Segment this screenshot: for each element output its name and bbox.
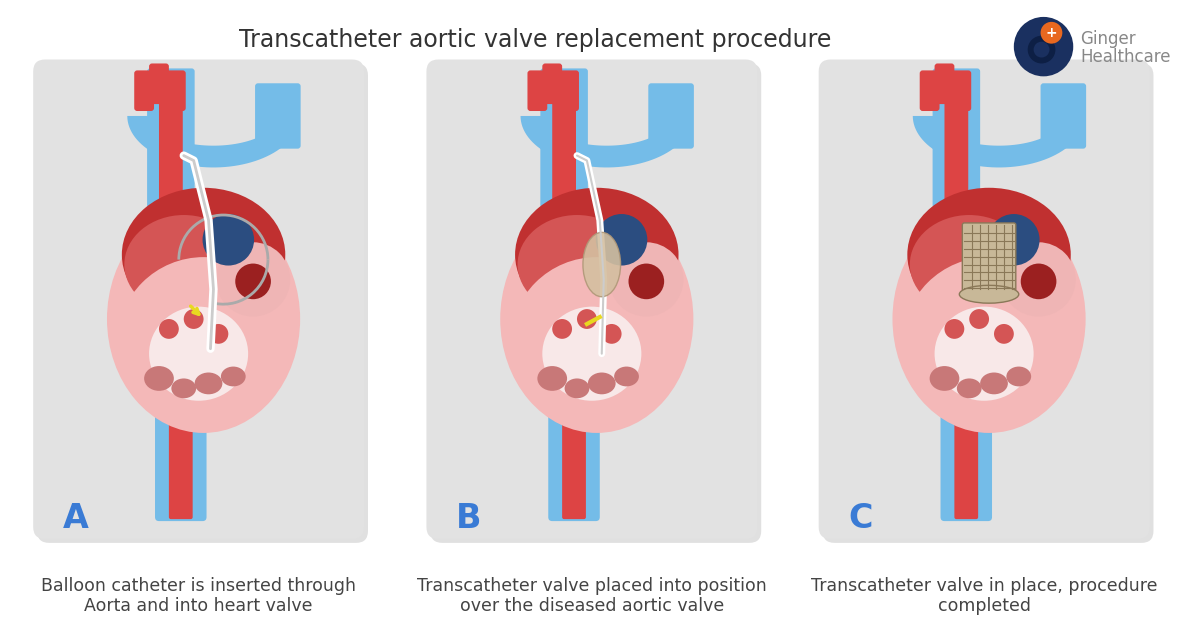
Ellipse shape <box>125 215 244 314</box>
FancyBboxPatch shape <box>818 60 1150 539</box>
FancyBboxPatch shape <box>952 70 971 111</box>
FancyBboxPatch shape <box>34 60 364 539</box>
Text: +: + <box>1045 26 1057 40</box>
FancyBboxPatch shape <box>648 84 694 149</box>
Circle shape <box>1033 41 1050 58</box>
Text: Transcatheter valve placed into position
over the diseased aortic valve: Transcatheter valve placed into position… <box>416 577 767 615</box>
FancyBboxPatch shape <box>559 70 578 111</box>
Circle shape <box>994 324 1014 344</box>
Polygon shape <box>521 116 692 168</box>
Ellipse shape <box>935 306 1033 401</box>
Ellipse shape <box>517 215 636 314</box>
Ellipse shape <box>588 372 616 394</box>
Ellipse shape <box>907 188 1070 322</box>
Ellipse shape <box>988 214 1039 266</box>
Text: A: A <box>62 502 89 535</box>
FancyBboxPatch shape <box>169 396 193 519</box>
Ellipse shape <box>515 188 678 322</box>
Ellipse shape <box>216 242 290 317</box>
FancyBboxPatch shape <box>528 70 547 111</box>
Text: Ginger: Ginger <box>1080 30 1136 48</box>
Ellipse shape <box>893 205 1086 433</box>
Text: Balloon catheter is inserted through
Aorta and into heart valve: Balloon catheter is inserted through Aor… <box>41 577 356 615</box>
FancyBboxPatch shape <box>149 63 169 104</box>
Ellipse shape <box>538 366 568 391</box>
Circle shape <box>158 319 179 339</box>
Ellipse shape <box>542 306 641 401</box>
FancyBboxPatch shape <box>134 70 154 111</box>
FancyBboxPatch shape <box>37 63 368 543</box>
Ellipse shape <box>610 242 684 317</box>
Ellipse shape <box>144 366 174 391</box>
FancyBboxPatch shape <box>256 84 301 149</box>
Circle shape <box>235 264 271 299</box>
Ellipse shape <box>194 372 222 394</box>
Text: C: C <box>848 502 872 535</box>
FancyBboxPatch shape <box>823 63 1153 543</box>
Ellipse shape <box>596 214 647 266</box>
Ellipse shape <box>172 379 196 398</box>
FancyBboxPatch shape <box>935 63 954 104</box>
FancyBboxPatch shape <box>1040 84 1086 149</box>
Text: Transcatheter valve in place, procedure
completed: Transcatheter valve in place, procedure … <box>811 577 1157 615</box>
Ellipse shape <box>583 232 620 297</box>
FancyBboxPatch shape <box>158 74 182 207</box>
Ellipse shape <box>930 366 959 391</box>
FancyBboxPatch shape <box>919 70 940 111</box>
Circle shape <box>944 319 965 339</box>
Ellipse shape <box>510 257 684 430</box>
Ellipse shape <box>1007 367 1031 386</box>
FancyBboxPatch shape <box>542 63 562 104</box>
FancyBboxPatch shape <box>562 396 586 519</box>
FancyBboxPatch shape <box>944 74 968 207</box>
FancyBboxPatch shape <box>932 68 980 208</box>
Circle shape <box>209 324 228 344</box>
Ellipse shape <box>116 257 290 430</box>
FancyBboxPatch shape <box>954 396 978 519</box>
Polygon shape <box>127 116 300 168</box>
Circle shape <box>552 319 572 339</box>
FancyBboxPatch shape <box>166 70 186 111</box>
Circle shape <box>184 309 204 329</box>
Ellipse shape <box>221 367 246 386</box>
FancyBboxPatch shape <box>941 389 992 521</box>
Ellipse shape <box>107 205 300 433</box>
FancyBboxPatch shape <box>540 68 588 208</box>
Circle shape <box>970 309 989 329</box>
FancyBboxPatch shape <box>155 389 206 521</box>
Circle shape <box>1027 36 1056 63</box>
FancyBboxPatch shape <box>148 68 194 208</box>
FancyBboxPatch shape <box>962 223 1015 291</box>
Ellipse shape <box>910 215 1028 314</box>
Circle shape <box>601 324 622 344</box>
FancyBboxPatch shape <box>552 74 576 207</box>
Ellipse shape <box>956 379 982 398</box>
FancyBboxPatch shape <box>548 389 600 521</box>
Circle shape <box>1021 264 1056 299</box>
Ellipse shape <box>565 379 589 398</box>
Text: Healthcare: Healthcare <box>1080 48 1171 65</box>
FancyBboxPatch shape <box>426 60 757 539</box>
Ellipse shape <box>902 257 1075 430</box>
Circle shape <box>629 264 664 299</box>
Text: Transcatheter aortic valve replacement procedure: Transcatheter aortic valve replacement p… <box>239 28 832 51</box>
Ellipse shape <box>500 205 694 433</box>
Ellipse shape <box>614 367 638 386</box>
Ellipse shape <box>980 372 1008 394</box>
Circle shape <box>577 309 596 329</box>
Ellipse shape <box>959 285 1019 303</box>
Circle shape <box>1040 22 1062 44</box>
Ellipse shape <box>122 188 286 322</box>
Circle shape <box>1014 17 1073 77</box>
Ellipse shape <box>1002 242 1075 317</box>
Ellipse shape <box>203 214 254 266</box>
FancyBboxPatch shape <box>431 63 761 543</box>
Polygon shape <box>913 116 1085 168</box>
Text: B: B <box>456 502 481 535</box>
Ellipse shape <box>149 306 248 401</box>
